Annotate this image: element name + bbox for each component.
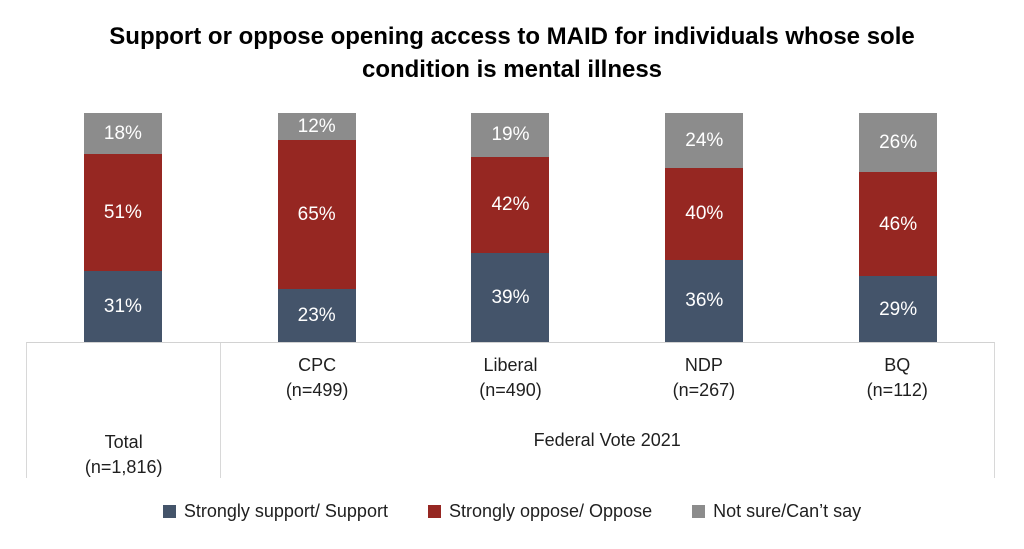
bar-segment-support: 39% [471,252,550,342]
stacked-bar-cpc: 12% 65% 23% [277,113,356,342]
legend-label: Not sure/Can’t say [713,501,862,521]
value-label: 46% [879,213,918,235]
value-label: 29% [879,298,918,320]
chart-title-line2: condition is mental illness [361,56,663,83]
plot-area: 18% 51% 31% 12% 65% 23% 19% 42% 39% 24% 40% 36% 26% 4… [26,113,995,342]
stacked-bar-total: 18% 51% 31% [83,113,162,342]
value-label: 65% [297,204,336,226]
value-label: 40% [685,203,724,225]
axis-label-cpc: CPC (n=499) [220,353,413,403]
bar-segment-not-sure: 26% [859,113,938,172]
bar-slot-liberal: 19% 42% 39% [414,113,608,342]
bar-segment-oppose: 40% [665,167,744,260]
bar-segment-not-sure: 18% [83,113,162,155]
legend-item-oppose: Strongly oppose/ Oppose [427,501,653,522]
legend-swatch-support [162,505,176,518]
legend-swatch-oppose [427,505,441,518]
party-n-label: (n=267) [672,380,736,400]
legend: Strongly support/ Support Strongly oppose… [0,501,1024,522]
chart-title: Support or oppose opening access to MAID… [0,20,1024,86]
value-label: 23% [297,305,336,327]
stacked-bar-ndp: 24% 40% 36% [665,113,744,342]
legend-swatch-not-sure [692,505,706,518]
bar-segment-support: 23% [277,289,356,342]
bar-segment-support: 31% [83,271,162,342]
party-label: Liberal [483,355,538,375]
bar-segment-oppose: 65% [277,140,356,290]
value-label: 26% [879,131,918,153]
party-label: CPC [298,355,337,375]
total-label: Total [104,432,143,452]
bar-segment-not-sure: 12% [277,113,356,141]
axis-label-bq: BQ (n=112) [801,353,994,403]
stacked-bar-liberal: 19% 42% 39% [471,113,550,342]
party-n-label: (n=490) [479,380,542,400]
stacked-bar-bq: 26% 46% 29% [859,113,938,342]
bar-slot-cpc: 12% 65% 23% [220,113,414,342]
bar-segment-not-sure: 19% [471,113,550,157]
party-label: NDP [684,355,723,375]
value-label: 24% [685,129,724,151]
value-label: 19% [491,124,530,146]
bar-segment-oppose: 46% [859,171,938,277]
total-n-label: (n=1,816) [84,457,163,477]
bar-segment-oppose: 42% [471,156,550,253]
axis-divider [220,343,222,478]
bar-segment-not-sure: 24% [665,113,744,168]
bar-segment-support: 29% [859,276,938,342]
legend-item-support: Strongly support/ Support [162,501,388,522]
legend-item-not-sure: Not sure/Can’t say [692,501,861,522]
axis-label-total: Total (n=1,816) [27,430,220,480]
value-label: 39% [491,286,530,308]
party-n-label: (n=499) [285,380,349,400]
bar-slot-total: 18% 51% 31% [26,113,220,342]
chart-title-line1: Support or oppose opening access to MAID… [109,23,915,50]
value-label: 51% [103,202,142,224]
value-label: 18% [103,123,142,145]
bar-segment-oppose: 51% [83,154,162,271]
party-n-label: (n=112) [866,380,928,400]
party-label: BQ [884,355,911,375]
bar-slot-ndp: 24% 40% 36% [607,113,801,342]
axis-group-label: Federal Vote 2021 [533,430,681,450]
value-label: 31% [103,295,142,317]
category-axis: Total (n=1,816) CPC (n=499) Liberal (n=490)… [26,342,995,478]
legend-label: Strongly oppose/ Oppose [448,501,653,521]
legend-label: Strongly support/ Support [183,501,388,521]
bar-segment-support: 36% [665,259,744,342]
axis-label-liberal: Liberal (n=490) [414,353,607,403]
value-label: 36% [685,290,724,312]
value-label: 42% [491,194,530,216]
value-label: 12% [297,116,336,138]
bar-slot-bq: 26% 46% 29% [801,113,995,342]
axis-label-ndp: NDP (n=267) [607,353,800,403]
